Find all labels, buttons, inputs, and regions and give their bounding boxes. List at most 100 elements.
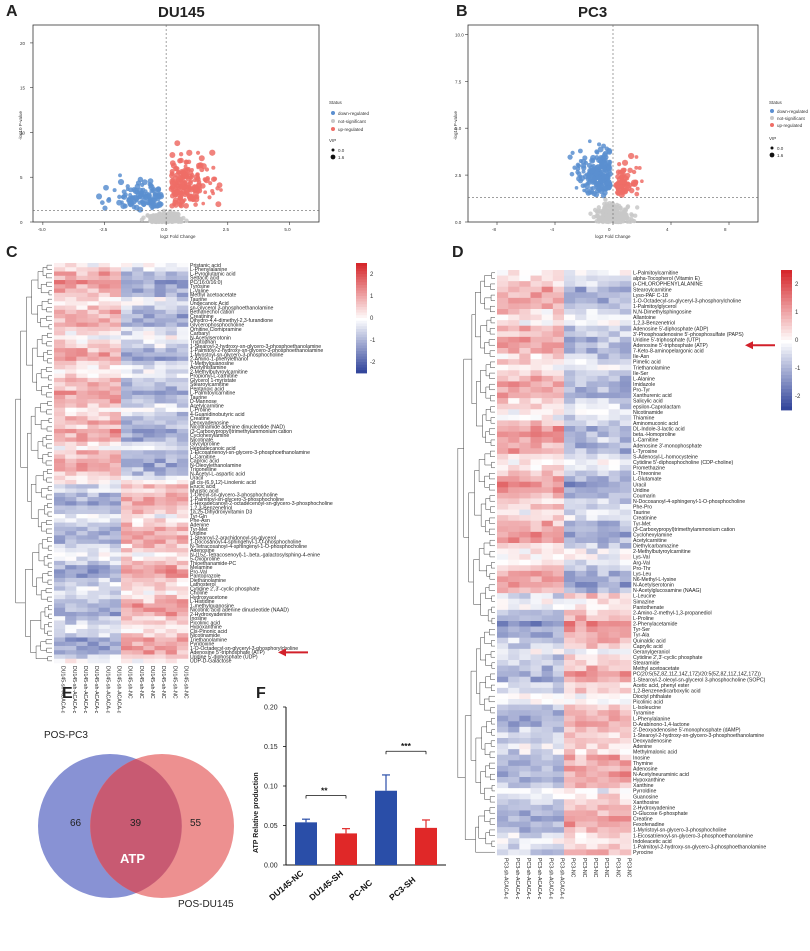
heatmap-d-cell bbox=[597, 275, 609, 282]
heatmap-d-cell bbox=[608, 281, 621, 288]
heatmap-c-cell bbox=[165, 463, 178, 468]
heatmap-c-cell bbox=[165, 628, 178, 634]
heatmap-d-row-label: L-Glutamate bbox=[633, 477, 662, 483]
heatmap-d-dendrogram-branch bbox=[475, 826, 495, 853]
heatmap-d-cell bbox=[586, 320, 598, 327]
heatmap-c-cell bbox=[109, 488, 122, 494]
heatmap-c-dendrogram-branch bbox=[47, 486, 52, 491]
heatmap-d-cell bbox=[586, 843, 598, 850]
heatmap-d-row-label: N,N-Dimethylsphingosine bbox=[633, 310, 692, 316]
heatmap-c-cell bbox=[132, 386, 144, 391]
heatmap-c-cell bbox=[54, 411, 66, 417]
heatmap-c-cell bbox=[76, 348, 88, 353]
heatmap-d-cell bbox=[608, 292, 621, 299]
heatmap-d-row-label: epsilon-Caprolactam bbox=[633, 404, 681, 410]
heatmap-d-legend-swatch bbox=[781, 357, 792, 362]
heatmap-d-cell bbox=[541, 843, 554, 850]
heatmap-d-cell bbox=[519, 682, 531, 689]
heatmap-c-cell bbox=[176, 556, 189, 562]
heatmap-d-cell bbox=[564, 699, 576, 705]
heatmap-d-cell bbox=[564, 554, 576, 561]
heatmap-c-cell bbox=[143, 331, 155, 336]
heatmap-d-cell bbox=[608, 676, 621, 683]
volcano-b-point-ns bbox=[623, 208, 628, 213]
heatmap-d-cell bbox=[552, 721, 565, 728]
heatmap-c-row-label: (3-Carboxypropyl)trimethylammonium catio… bbox=[190, 429, 292, 435]
heatmap-c-cell bbox=[109, 531, 122, 536]
heatmap-c-cell bbox=[132, 577, 144, 583]
volcano-b-point-up bbox=[627, 167, 633, 174]
heatmap-c-cell bbox=[65, 445, 77, 451]
heatmap-c-cell bbox=[165, 305, 178, 311]
heatmap-c-cell bbox=[143, 645, 155, 651]
heatmap-c-cell bbox=[87, 386, 99, 391]
heatmap-d-cell bbox=[608, 437, 621, 444]
heatmap-c-cell bbox=[154, 628, 166, 634]
heatmap-c-cell bbox=[65, 373, 77, 379]
heatmap-c-cell bbox=[176, 641, 189, 647]
heatmap-d-cell bbox=[519, 849, 531, 856]
heatmap-c-cell bbox=[165, 416, 178, 421]
heatmap-d-dendrogram-branch bbox=[470, 670, 477, 761]
volcano-b-point-up bbox=[628, 187, 635, 194]
heatmap-d-cell bbox=[564, 604, 576, 611]
heatmap-d-cell bbox=[597, 554, 609, 561]
heatmap-c-cell bbox=[132, 497, 144, 502]
heatmap-c-cell bbox=[76, 263, 88, 268]
heatmap-c-cell bbox=[121, 645, 133, 651]
heatmap-d-cell bbox=[608, 654, 621, 661]
heatmap-d-cell bbox=[619, 827, 632, 834]
heatmap-c-cell bbox=[76, 280, 88, 285]
heatmap-c-cell bbox=[143, 322, 155, 328]
heatmap-d-cell bbox=[497, 587, 509, 594]
heatmap-d-cell bbox=[519, 821, 531, 828]
heatmap-d-cell bbox=[552, 793, 565, 800]
heatmap-c-cell bbox=[176, 458, 189, 464]
heatmap-c-cell bbox=[176, 645, 189, 651]
heatmap-d-legend-swatch bbox=[781, 371, 792, 376]
heatmap-d-cell bbox=[552, 309, 565, 315]
heatmap-c-cell bbox=[154, 509, 166, 515]
heatmap-c-cell bbox=[87, 348, 99, 353]
heatmap-c-cell bbox=[176, 309, 189, 315]
heatmap-d-column-label: PC3-NC bbox=[570, 858, 576, 878]
heatmap-d-cell bbox=[619, 843, 632, 850]
heatmap-d-cell bbox=[575, 515, 587, 522]
heatmap-c-cell bbox=[165, 326, 178, 332]
heatmap-d-cell bbox=[519, 270, 531, 276]
heatmap-c-cell bbox=[54, 275, 66, 281]
heatmap-d-cell bbox=[575, 621, 587, 627]
heatmap-d-cell bbox=[508, 788, 520, 795]
heatmap-c-cell bbox=[98, 526, 111, 532]
volcano-a-point-down bbox=[138, 193, 143, 198]
heatmap-d-cell bbox=[552, 370, 565, 377]
volcano-a-point-down bbox=[134, 189, 140, 195]
heatmap-c-cell bbox=[121, 343, 133, 349]
heatmap-d-cell bbox=[552, 314, 565, 321]
heatmap-d-cell bbox=[552, 509, 565, 516]
heatmap-d-cell bbox=[541, 660, 554, 666]
heatmap-c-cell bbox=[176, 637, 189, 643]
volcano-b-ytick-label: 0.0 bbox=[455, 220, 462, 225]
heatmap-d-row-label: Creatinine bbox=[633, 516, 657, 522]
heatmap-c-cell bbox=[109, 377, 122, 383]
heatmap-c-cell bbox=[176, 318, 189, 323]
volcano-a-point-down bbox=[135, 180, 142, 186]
heatmap-c-cell bbox=[154, 301, 166, 306]
heatmap-d-cell bbox=[597, 671, 609, 678]
heatmap-d-cell bbox=[564, 303, 576, 310]
heatmap-d-cell bbox=[619, 604, 632, 611]
heatmap-c-cell bbox=[143, 463, 155, 468]
heatmap-c-legend-swatch bbox=[356, 309, 367, 313]
heatmap-c-cell bbox=[132, 590, 144, 596]
heatmap-d-dendrogram-branch bbox=[486, 319, 491, 332]
heatmap-d-cell bbox=[552, 821, 565, 828]
heatmap-d-cell bbox=[564, 476, 576, 483]
heatmap-c-cell bbox=[176, 271, 189, 277]
heatmap-c-cell bbox=[65, 450, 77, 455]
heatmap-d-cell bbox=[508, 398, 520, 405]
heatmap-d-cell bbox=[586, 314, 598, 321]
heatmap-d-legend-swatch bbox=[781, 403, 792, 407]
heatmap-d-cell bbox=[508, 676, 520, 683]
heatmap-c-cell bbox=[54, 356, 66, 362]
